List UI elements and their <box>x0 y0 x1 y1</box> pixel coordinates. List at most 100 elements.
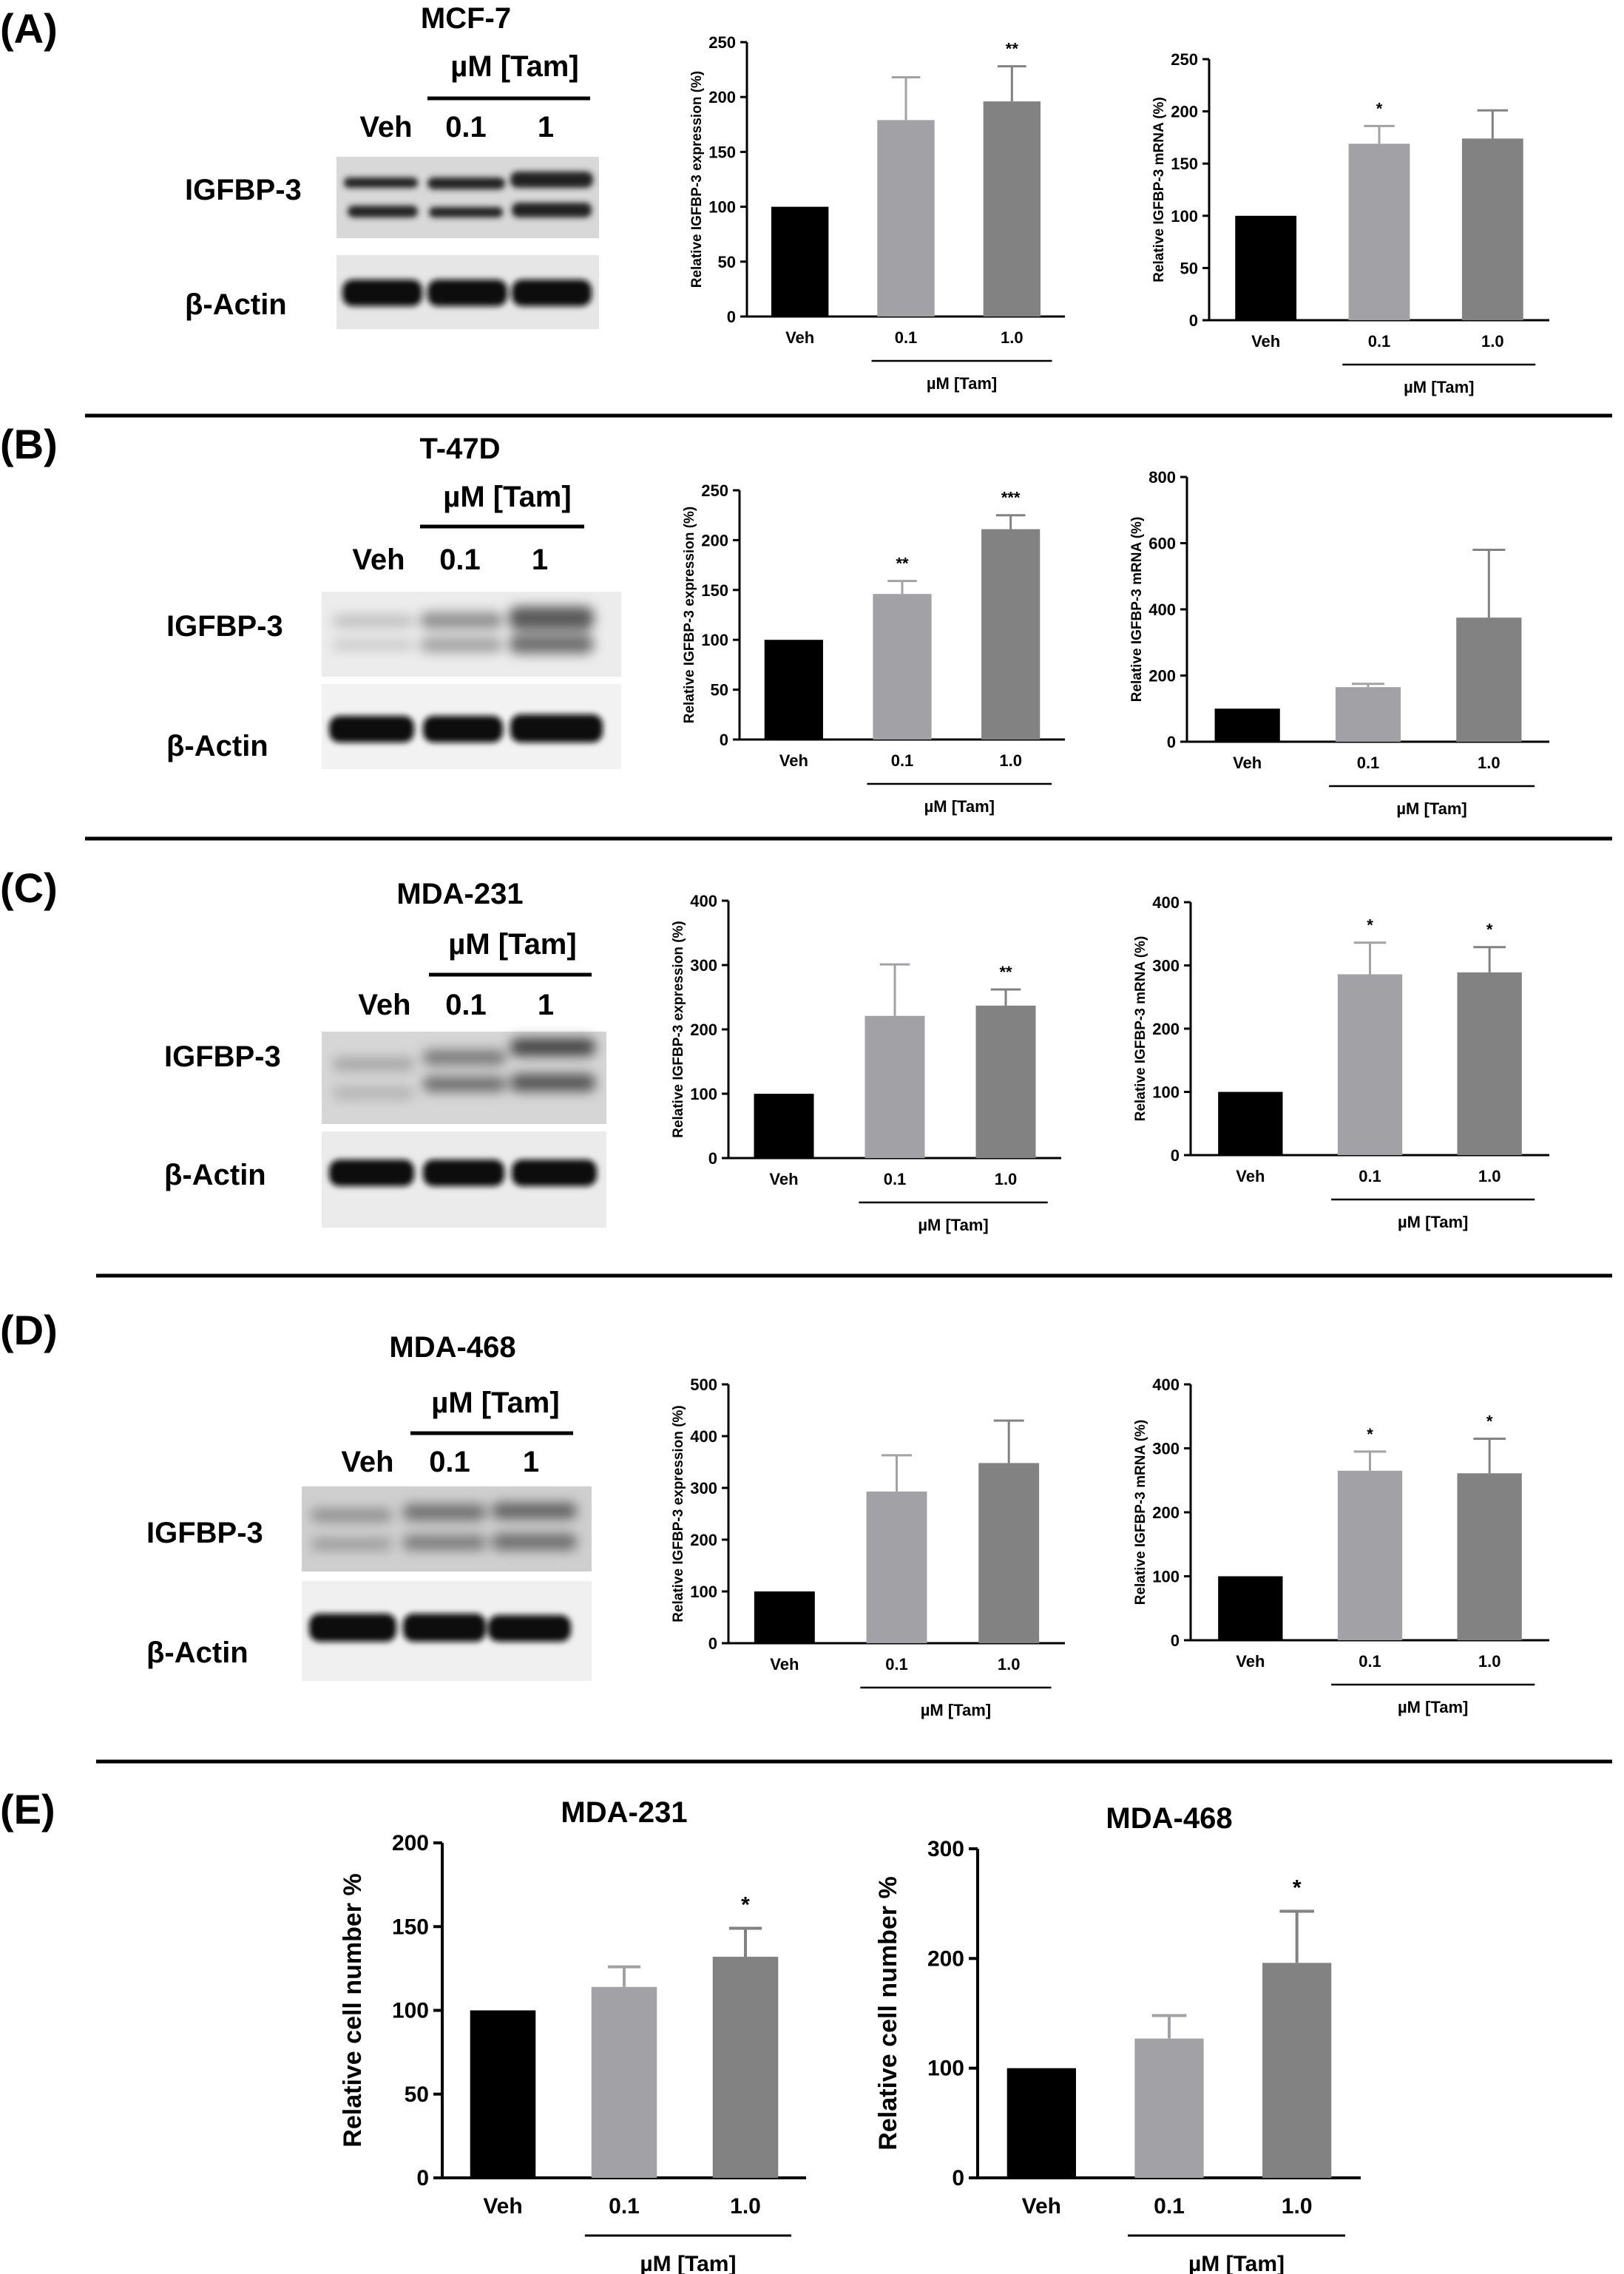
blot-lane-label: 1 <box>538 111 554 143</box>
blot-lane-label: 0.1 <box>445 989 487 1021</box>
x-tick-label: 1.0 <box>1478 1652 1501 1671</box>
x-tick-label: Veh <box>769 1170 798 1188</box>
bar <box>591 1986 657 2178</box>
y-tick-label: 250 <box>701 481 728 500</box>
bar <box>866 1491 927 1643</box>
group-label: µM [Tam] <box>1398 1213 1468 1231</box>
blot-lane-label: 1 <box>532 544 548 576</box>
x-tick-label: 1.0 <box>999 751 1022 770</box>
y-tick-label: 100 <box>927 2057 964 2081</box>
bar <box>1218 1092 1283 1155</box>
bar <box>1461 138 1523 320</box>
x-tick-label: 1.0 <box>1478 754 1500 772</box>
bar <box>1335 687 1401 742</box>
blot-lane-label: Veh <box>359 111 412 143</box>
chart-d-mrna: 0 100 200 300 400 Relative IGFBP-3 mRNA (%) Ve… <box>1133 1375 1549 1716</box>
x-tick-label: Veh <box>1236 1167 1265 1185</box>
y-tick-label: 600 <box>1148 535 1176 553</box>
bar <box>1337 974 1403 1155</box>
y-tick-label: 300 <box>1152 1440 1180 1458</box>
panel-label-a: (A) <box>0 5 58 52</box>
y-axis-label: Relative IGFBP-3 mRNA (%) <box>1129 517 1145 703</box>
bar <box>1214 708 1280 742</box>
significance-marker: * <box>1486 1412 1493 1431</box>
x-tick-label: 0.1 <box>1357 754 1380 772</box>
western-blot-c: MDA-231 µM [Tam] Veh 0.1 1 IGFBP-3 β-Act… <box>164 878 606 1228</box>
bar <box>1134 2038 1204 2178</box>
chart-b-mrna: 0 200 400 600 800 Relative IGFBP-3 mRNA (%) Ve… <box>1129 468 1549 818</box>
y-tick-label: 200 <box>1152 1503 1180 1522</box>
y-tick-label: 0 <box>1167 733 1176 751</box>
y-tick-label: 250 <box>708 33 736 52</box>
blot-row-label-igfbp3: IGFBP-3 <box>146 1517 263 1549</box>
x-tick-label: 0.1 <box>1359 1167 1381 1185</box>
bar <box>771 206 829 317</box>
significance-marker: * <box>1367 1425 1373 1444</box>
x-tick-label: Veh <box>1233 754 1262 772</box>
chart-a-mrna: 0 50 100 150 200 250 Relative IGFBP-3 mRNA (%)… <box>1151 50 1549 396</box>
x-tick-label: Veh <box>1236 1652 1265 1671</box>
blot-treatment-header: µM [Tam] <box>448 928 576 961</box>
x-tick-label: 0.1 <box>609 2194 640 2219</box>
x-tick-label: 1.0 <box>995 1170 1018 1188</box>
bar <box>1337 1470 1403 1640</box>
blot-treatment-header: µM [Tam] <box>443 481 571 513</box>
panel-label-d: (D) <box>0 1307 58 1353</box>
x-tick-label: Veh <box>1251 332 1280 351</box>
x-tick-label: 1.0 <box>1001 328 1024 347</box>
y-tick-label: 0 <box>1189 311 1198 330</box>
bar <box>1457 972 1522 1155</box>
bar <box>1457 1473 1522 1640</box>
blot-membrane-igfbp3 <box>336 157 599 238</box>
significance-marker: *** <box>1001 489 1021 507</box>
blot-cell-line: MDA-231 <box>396 878 523 910</box>
x-tick-label: 1.0 <box>730 2194 761 2219</box>
y-tick-label: 0 <box>708 1149 717 1168</box>
y-axis-label: Relative IGFBP-3 mRNA (%) <box>1133 1420 1148 1605</box>
bar <box>983 101 1041 317</box>
group-label: µM [Tam] <box>1188 2252 1285 2274</box>
blot-lane-label: 0.1 <box>445 111 487 143</box>
y-tick-label: 100 <box>1171 207 1198 226</box>
bar <box>981 529 1041 740</box>
x-tick-label: 1.0 <box>1282 2194 1313 2219</box>
y-axis-label: Relative cell number % <box>874 1876 902 2150</box>
y-tick-label: 200 <box>392 1831 429 1855</box>
y-axis-label: Relative IGFBP-3 expression (%) <box>671 921 686 1138</box>
y-tick-label: 0 <box>952 2166 964 2190</box>
panel-label-e: (E) <box>0 1786 55 1833</box>
y-tick-label: 400 <box>1148 600 1176 619</box>
y-tick-label: 0 <box>727 308 736 326</box>
blot-lane-label: Veh <box>352 544 405 576</box>
significance-marker: * <box>1367 916 1373 935</box>
chart-d-protein: 0 100 200 300 400 500 Relative IGFBP-3 express… <box>671 1375 1065 1719</box>
x-tick-label: Veh <box>483 2194 522 2219</box>
y-tick-label: 150 <box>708 143 736 161</box>
chart-title: MDA-231 <box>561 1796 687 1829</box>
y-axis-label: Relative IGFBP-3 mRNA (%) <box>1151 97 1167 282</box>
blot-treatment-header: µM [Tam] <box>431 1387 559 1419</box>
y-tick-label: 100 <box>690 1085 717 1103</box>
x-tick-label: Veh <box>770 1655 799 1674</box>
bar <box>764 640 823 740</box>
significance-marker: * <box>741 1893 750 1918</box>
x-tick-label: 0.1 <box>1368 332 1391 351</box>
blot-lane-label: Veh <box>341 1446 393 1478</box>
y-tick-label: 300 <box>690 956 717 975</box>
y-tick-label: 0 <box>708 1634 717 1653</box>
y-tick-label: 200 <box>690 1531 717 1549</box>
blot-lane-label: 1 <box>538 989 554 1021</box>
blot-cell-line: T-47D <box>420 433 501 465</box>
y-tick-label: 100 <box>392 1999 429 2023</box>
blot-treatment-header: µM [Tam] <box>450 50 578 83</box>
chart-e-mda-468: 0 100 200 300 Relative cell number % Veh 0.1 * 1… <box>874 1802 1361 2274</box>
y-tick-label: 150 <box>1171 155 1198 173</box>
group-label: µM [Tam] <box>1404 378 1474 396</box>
y-axis-label: Relative IGFBP-3 mRNA (%) <box>1133 936 1148 1122</box>
bar <box>1348 143 1410 320</box>
blot-membrane-igfbp3 <box>322 592 621 677</box>
x-tick-label: Veh <box>1022 2194 1061 2219</box>
blot-row-label-actin: β-Actin <box>146 1637 248 1669</box>
y-axis-label: Relative IGFBP-3 expression (%) <box>689 71 705 288</box>
blot-lane-label: 0.1 <box>429 1446 470 1478</box>
